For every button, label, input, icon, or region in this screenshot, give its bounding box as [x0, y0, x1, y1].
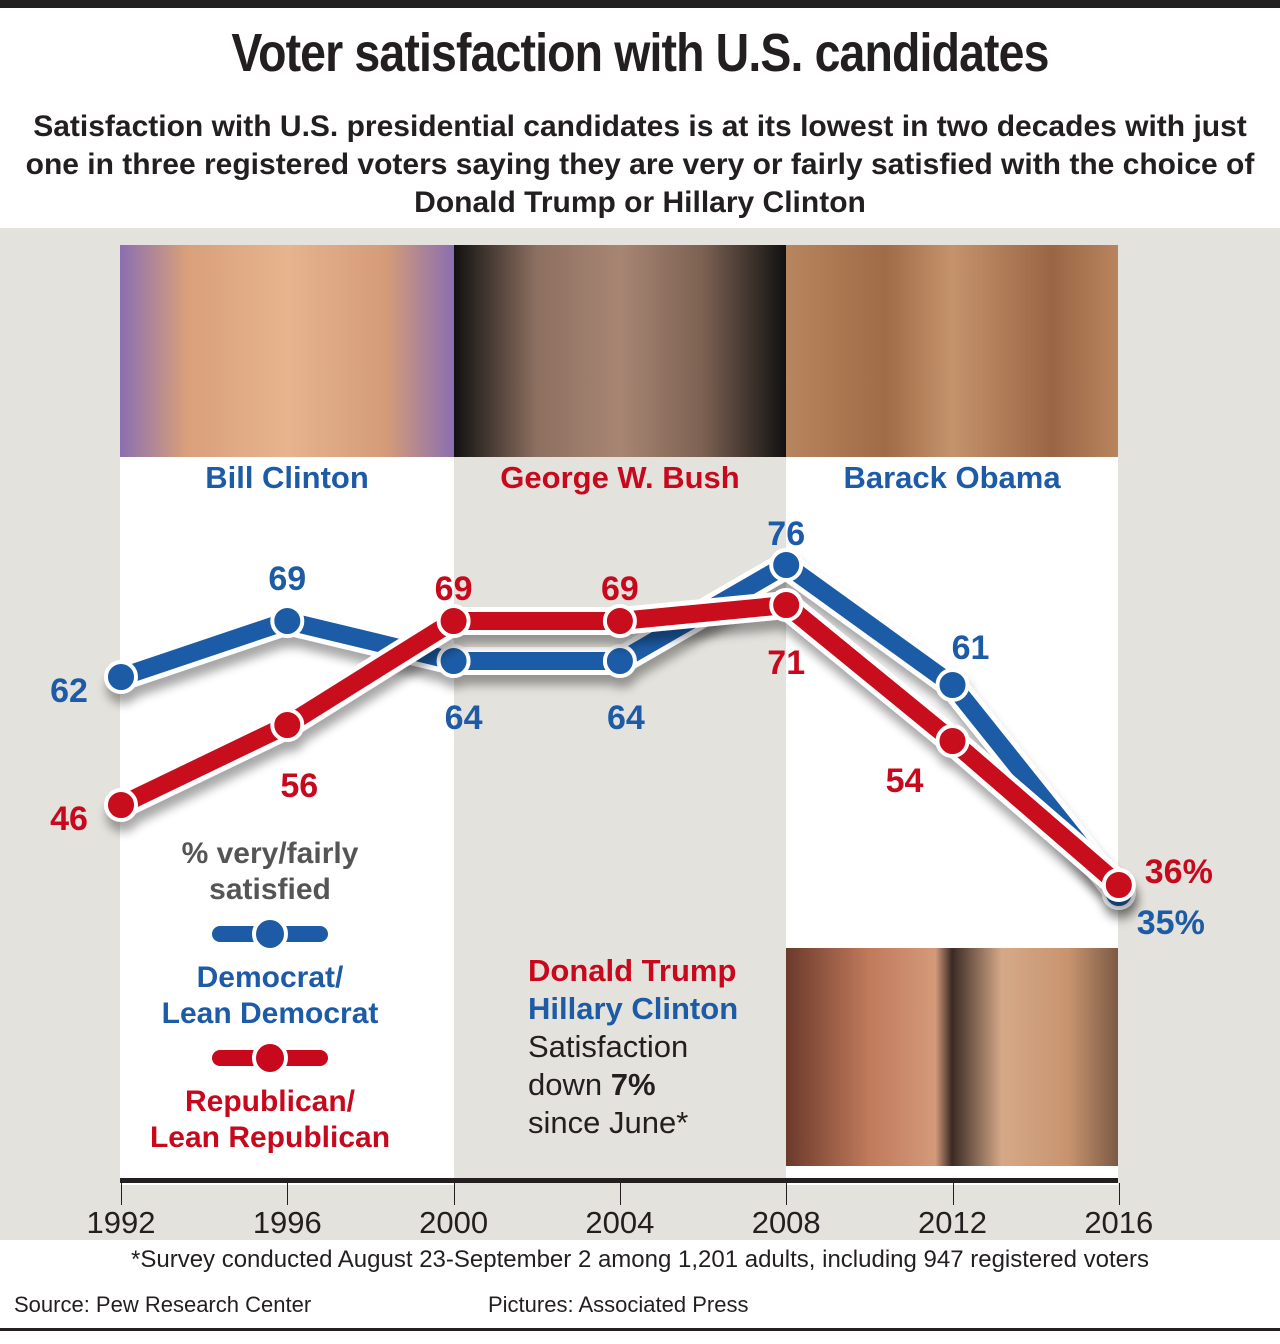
- republican-point: [1101, 868, 1136, 902]
- democrat-data-label: 62: [50, 672, 88, 710]
- republican-point: [935, 724, 970, 758]
- chart-subtitle: Satisfaction with U.S. presidential cand…: [25, 110, 1255, 219]
- footnote: *Survey conducted August 23-September 2 …: [131, 1246, 1149, 1273]
- legend-heading-2: satisfied: [209, 873, 331, 906]
- note-trump: Donald Trump: [528, 953, 737, 988]
- x-tick-label: 2000: [419, 1205, 489, 1240]
- x-tick: [619, 1183, 621, 1205]
- democrat-point: [935, 668, 970, 702]
- republican-point: [104, 788, 138, 822]
- democrat-data-label: 76: [767, 515, 805, 553]
- republican-point: [436, 604, 471, 638]
- republican-data-label: 46: [50, 800, 88, 838]
- note-clinton: Hillary Clinton: [528, 991, 739, 1026]
- democrat-series: [104, 548, 1136, 910]
- candidates-note: Donald Trump Hillary Clinton Satisfactio…: [528, 952, 738, 1142]
- x-tick-label: 1992: [86, 1205, 156, 1240]
- republican-point: [270, 708, 305, 742]
- legend-republican-symbol: [120, 1032, 420, 1084]
- x-tick: [453, 1183, 455, 1205]
- president-name-bush: George W. Bush: [500, 460, 740, 495]
- republican-data-label: 56: [280, 767, 318, 805]
- republican-data-label: 54: [886, 762, 924, 800]
- x-tick-label: 2008: [751, 1205, 821, 1240]
- legend: % very/fairly satisfied Democrat/ Lean D…: [120, 836, 420, 1156]
- x-tick-label: 2012: [918, 1205, 987, 1240]
- democrat-point: [769, 548, 804, 582]
- george-w-bush-photo: [454, 245, 786, 457]
- legend-democrat-symbol: [120, 908, 420, 960]
- bill-clinton-photo: [120, 245, 454, 457]
- top-border: [0, 0, 1280, 8]
- democrat-data-label: 69: [268, 560, 306, 598]
- bottom-border: [0, 1328, 1280, 1331]
- x-tick-label: 2004: [585, 1205, 655, 1240]
- republican-series: [104, 588, 1136, 902]
- pictures-credit: Pictures: Associated Press: [488, 1292, 749, 1317]
- republican-data-label: 69: [601, 570, 639, 608]
- republican-point: [769, 588, 804, 622]
- legend-republican-label-1: Republican/: [184, 1085, 356, 1118]
- democrat-data-label: 61: [952, 629, 990, 667]
- democrat-point: [436, 644, 471, 678]
- democrat-point: [104, 660, 138, 694]
- democrat-point: [270, 604, 305, 638]
- x-tick: [1118, 1183, 1120, 1205]
- x-tick-label: 2016: [1084, 1205, 1154, 1240]
- x-tick: [121, 1183, 122, 1205]
- democrat-point: [602, 644, 637, 678]
- legend-democrat-label-2: Lean Democrat: [161, 997, 379, 1030]
- source-credit: Source: Pew Research Center: [14, 1292, 312, 1317]
- president-name-clinton: Bill Clinton: [205, 460, 369, 495]
- chart-title: Voter satisfaction with U.S. candidates: [231, 23, 1049, 83]
- republican-point: [602, 604, 637, 638]
- x-tick-label: 1996: [252, 1205, 322, 1240]
- president-name-obama: Barack Obama: [843, 460, 1061, 495]
- note-line-1: Satisfaction: [528, 1029, 689, 1064]
- legend-heading-1: % very/fairly: [181, 837, 359, 870]
- republican-data-label: 71: [767, 644, 805, 682]
- legend-democrat-label-1: Democrat/: [196, 961, 344, 994]
- trump-clinton-photo: [786, 948, 1118, 1166]
- republican-data-label: 69: [435, 570, 473, 608]
- note-line-3: since June*: [528, 1105, 689, 1140]
- democrat-data-label: 64: [607, 699, 645, 737]
- x-tick: [287, 1183, 289, 1205]
- legend-republican-label-2: Lean Republican: [149, 1121, 391, 1154]
- x-tick: [952, 1183, 954, 1205]
- republican-data-label: 36%: [1145, 853, 1213, 891]
- barack-obama-photo: [786, 245, 1118, 457]
- democrat-data-label: 64: [445, 699, 483, 737]
- democrat-data-label: 35%: [1137, 904, 1205, 942]
- x-axis-line: [120, 1178, 1118, 1183]
- x-tick: [786, 1183, 788, 1205]
- note-line-2: down 7%: [528, 1067, 656, 1102]
